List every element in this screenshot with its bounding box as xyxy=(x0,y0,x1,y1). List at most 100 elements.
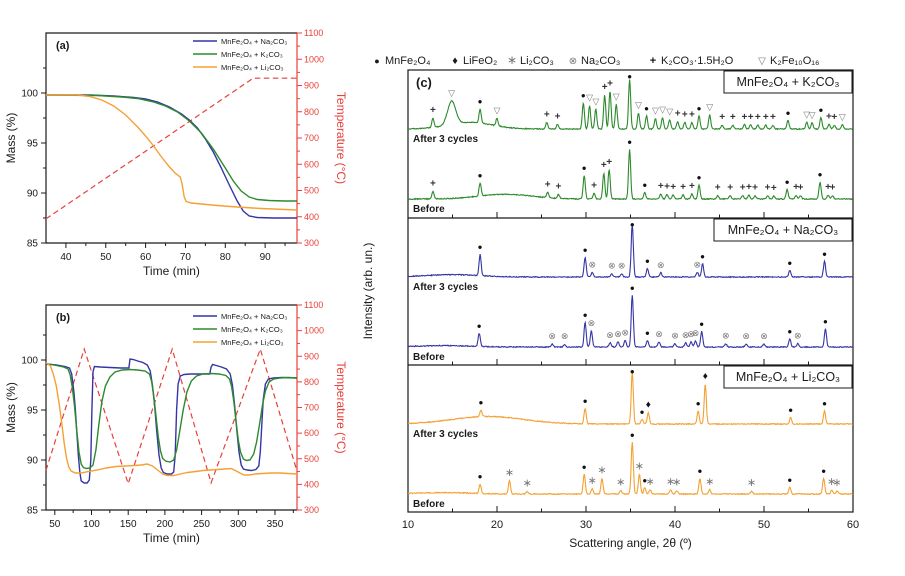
peak-marker: ∗ xyxy=(827,476,836,488)
peak-marker: + xyxy=(430,105,436,116)
peak-marker: ● xyxy=(697,104,702,113)
peak-marker: ● xyxy=(787,258,792,267)
x-tick-label: 40 xyxy=(60,252,72,263)
temp-tick-label: 900 xyxy=(304,351,319,361)
peak-marker: + xyxy=(746,182,752,193)
peak-marker: + xyxy=(727,183,733,194)
peak-marker: + xyxy=(826,111,832,122)
temperature-curve xyxy=(45,77,297,220)
panel-letter: (a) xyxy=(56,40,70,52)
peak-marker: ⊗ xyxy=(693,259,701,269)
panel-b-tga-cycles: 50 100 150 200 250 300 350 85 90 95 100 300 400 500 60… xyxy=(4,300,348,545)
trace-label: After 3 cycles xyxy=(413,134,478,145)
peak-marker: ⊗ xyxy=(722,331,730,341)
peak-marker: ♦ xyxy=(703,371,708,382)
peak-marker: ∗ xyxy=(588,475,597,487)
peak-marker: ▽ xyxy=(586,93,593,103)
peak-marker: ● xyxy=(630,430,635,439)
peak-marker: + xyxy=(765,183,771,194)
x-tick-label: 90 xyxy=(260,252,272,263)
legend-label: MnFe₂O₄ + K₂CO₃ xyxy=(221,50,283,59)
legend-label: MnFe₂O₄ + K₂CO₃ xyxy=(221,325,283,334)
peak-marker: ⊗ xyxy=(682,330,690,340)
peak-marker: ● xyxy=(788,405,793,414)
mass-tick-label: 95 xyxy=(27,139,39,150)
trace-label: Before xyxy=(413,499,445,510)
peak-marker: ▽ xyxy=(635,100,642,110)
peak-marker: ● xyxy=(583,311,588,320)
xrd-trace-0 xyxy=(407,372,854,426)
peak-marker: ▽ xyxy=(448,88,455,98)
peak-marker: ∗ xyxy=(672,477,681,489)
mass-curve-2 xyxy=(45,361,298,477)
title-box xyxy=(723,365,853,389)
panel-c-xrd: 10 20 30 40 50 60 Scattering angle, 2θ (º) Inte… xyxy=(361,53,859,550)
xrd-trace-0 xyxy=(407,79,854,131)
peak-marker: ⊗ xyxy=(606,330,614,340)
x-tick-label: 20 xyxy=(491,519,503,531)
peak-marker: ⊗ xyxy=(548,331,556,341)
peak-marker: ● xyxy=(581,91,586,100)
peak-marker: ∗ xyxy=(747,477,756,489)
peak-marker: ● xyxy=(819,106,824,115)
peak-marker: ⊗ xyxy=(588,259,596,269)
subpanel-title: MnFe₂O₄ + Na₂CO₃ xyxy=(728,223,839,237)
peak-marker: ● xyxy=(477,321,482,330)
peak-marker: ∗ xyxy=(832,477,841,489)
peak-marker: + xyxy=(664,181,670,192)
peak-marker: ▽ xyxy=(803,109,810,119)
x-tick-label: 50 xyxy=(100,252,112,263)
peak-marker: ● xyxy=(583,396,588,405)
x-tick-label: 60 xyxy=(140,252,152,263)
legend-label: MnFe₂O₄ + Na₂CO₃ xyxy=(221,312,287,321)
peak-marker: ∗ xyxy=(666,476,675,488)
peak-marker: ● xyxy=(822,249,827,258)
peak-marker: ● xyxy=(640,407,645,416)
xrd-trace-0 xyxy=(407,224,854,279)
mass-tick-label: 90 xyxy=(27,456,39,467)
peak-marker: ⊗ xyxy=(588,318,596,328)
phase-name: LiFeO₂ xyxy=(463,55,497,67)
subpanel-title: MnFe₂O₄ + Li₂CO₃ xyxy=(736,370,840,384)
phase-symbol: ∗ xyxy=(507,53,517,67)
peak-marker: ● xyxy=(582,163,587,172)
temp-tick-label: 400 xyxy=(304,212,319,222)
peak-marker: + xyxy=(719,112,725,123)
phase-symbol: + xyxy=(650,55,656,67)
x-tick-label: 350 xyxy=(267,519,284,530)
peak-marker: + xyxy=(771,183,777,194)
peak-marker: ⊗ xyxy=(692,328,700,338)
temp-tick-label: 1100 xyxy=(304,300,323,310)
plot-box xyxy=(45,304,297,511)
x-tick-label: 300 xyxy=(230,519,247,530)
peak-marker: ⊗ xyxy=(618,261,626,271)
mass-curve-1 xyxy=(45,94,297,202)
peak-marker: ∗ xyxy=(616,477,625,489)
x-tick-label: 250 xyxy=(193,519,210,530)
peak-marker: ⊗ xyxy=(671,331,679,341)
phase-symbol: ♦ xyxy=(452,55,458,67)
trace-label: After 3 cycles xyxy=(413,429,478,440)
temperature-axis-label: Temperature (°C) xyxy=(334,92,348,184)
peak-marker: ● xyxy=(478,242,483,251)
title-box xyxy=(723,70,853,94)
temp-tick-label: 1000 xyxy=(304,54,324,64)
subpanel-title: MnFe₂O₄ + K₂CO₃ xyxy=(737,75,840,89)
peak-marker: + xyxy=(682,109,688,120)
peak-marker: + xyxy=(607,78,613,89)
mass-tick-label: 85 xyxy=(27,506,39,517)
temp-tick-label: 900 xyxy=(304,81,319,91)
peak-marker: ∗ xyxy=(505,467,514,479)
peak-marker: ● xyxy=(821,466,826,475)
peak-marker: ∗ xyxy=(645,476,654,488)
x-tick-label: 50 xyxy=(758,519,770,531)
peak-marker: ⊗ xyxy=(657,260,665,270)
x-tick-label: 100 xyxy=(83,519,100,530)
title-box xyxy=(713,218,853,242)
peak-marker: ● xyxy=(699,319,704,328)
mass-curve-0 xyxy=(45,358,298,484)
peak-marker: + xyxy=(601,160,607,171)
x-tick-label: 50 xyxy=(49,519,61,530)
peak-marker: ▽ xyxy=(592,96,599,106)
